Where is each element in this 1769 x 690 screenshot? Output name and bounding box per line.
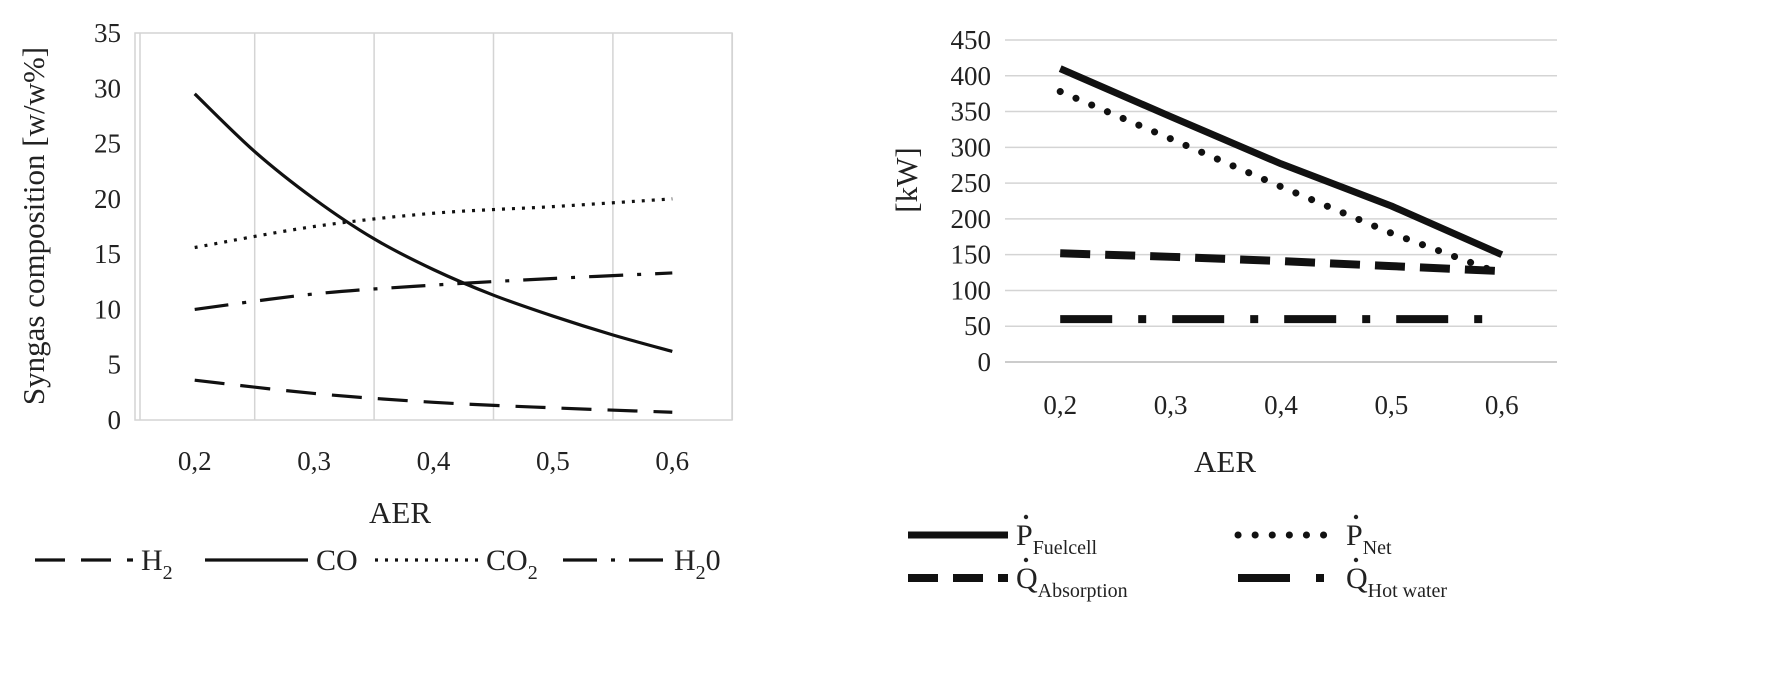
x-axis-title: AER (369, 495, 431, 530)
x-tick-label: 0,6 (655, 446, 689, 476)
y-axis-title: [kW] (889, 147, 924, 212)
series-line-2 (1060, 253, 1502, 271)
y-tick-label: 250 (951, 168, 992, 198)
series-line-3 (195, 273, 673, 309)
legend-label-1: CO (316, 544, 358, 577)
power-legend: PFuelcell PNet QAbsorption QHot water (908, 515, 1447, 602)
y-tick-label: 30 (94, 73, 121, 103)
legend-label-0: PFuelcell (1016, 519, 1098, 559)
x-tick-label: 0,6 (1485, 390, 1519, 420)
y-tick-label: 50 (964, 311, 991, 341)
y-tick-label: 300 (951, 132, 992, 162)
y-axis-title: Syngas composition [w/w%] (16, 47, 51, 405)
y-tick-label: 200 (951, 204, 992, 234)
y-tick-label: 0 (108, 405, 122, 435)
x-tick-label: 0,5 (1375, 390, 1409, 420)
legend-subscript: 2 (696, 562, 706, 584)
legend-dot-accent (1024, 558, 1028, 562)
y-tick-label: 10 (94, 294, 121, 324)
y-tick-label: 350 (951, 97, 992, 127)
y-tick-label: 150 (951, 240, 992, 270)
x-axis-title: AER (1194, 444, 1256, 479)
legend-dot-accent (1024, 515, 1028, 519)
x-tick-label: 0,4 (1264, 390, 1298, 420)
figure: 051015202530350,2 0,3 0,4 0,5 0,6AERSyngas c… (0, 0, 1769, 690)
legend-subscript: 2 (528, 562, 538, 584)
x-tick-label: 0,2 (178, 446, 212, 476)
y-tick-label: 400 (951, 61, 992, 91)
y-tick-label: 15 (94, 239, 121, 269)
series-line-2 (195, 199, 673, 248)
y-tick-label: 5 (108, 350, 122, 380)
x-tick-label: 0,3 (297, 446, 331, 476)
series-line-1 (195, 94, 673, 352)
legend-subscript: Hot water (1368, 580, 1448, 602)
legend-suffix: 0 (706, 544, 721, 577)
x-tick-label: 0,2 (1043, 390, 1077, 420)
legend-label-2: CO2 (486, 544, 538, 584)
legend-dot-accent (1354, 558, 1358, 562)
legend-label-2: QAbsorption (1016, 562, 1128, 602)
series-line-0 (1060, 69, 1502, 255)
x-tick-label: 0,5 (536, 446, 570, 476)
legend-subscript: Net (1363, 537, 1392, 559)
x-tick-label: 0,4 (417, 446, 451, 476)
syngas-legend: H2 CO CO2 H20 (35, 544, 721, 584)
legend-label-3: QHot water (1346, 562, 1447, 602)
legend-subscript: 2 (163, 562, 173, 584)
y-tick-label: 35 (94, 18, 121, 48)
x-tick-label: 0,3 (1154, 390, 1188, 420)
series-line-0 (195, 380, 673, 412)
legend-label-0: H2 (141, 544, 173, 584)
legend-dot-accent (1354, 515, 1358, 519)
legend-label-3: H20 (674, 544, 721, 584)
y-tick-label: 100 (951, 275, 992, 305)
syngas-composition-chart: 0 5 10 15 20 25 30 35 0,2 0,3 0,4 0,5 0,6 AER Syngas c… (16, 18, 732, 530)
power-chart: 0 50 100 150 200 250 300 350 400 450 0,2 0,3 0,4 0,5 0… (889, 25, 1557, 479)
y-tick-label: 25 (94, 129, 121, 159)
y-tick-label: 450 (951, 25, 992, 55)
y-tick-label: 20 (94, 184, 121, 214)
legend-subscript: Fuelcell (1033, 537, 1098, 559)
legend-subscript: Absorption (1038, 580, 1128, 602)
plot-frame (135, 33, 732, 420)
y-tick-label: 0 (978, 347, 992, 377)
legend-label-1: PNet (1346, 519, 1392, 559)
